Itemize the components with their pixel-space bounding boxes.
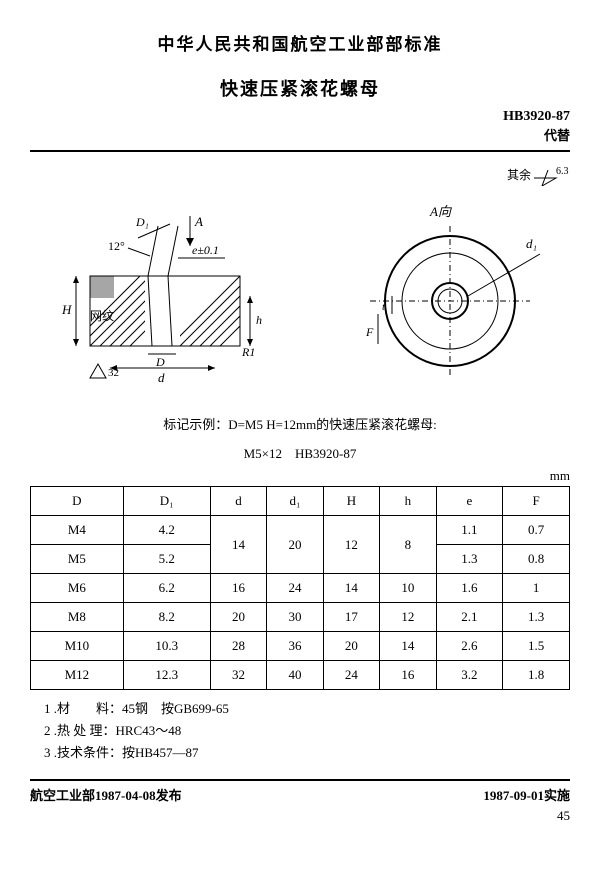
label-F: F [365,325,374,339]
table-cell: 1.5 [503,632,570,661]
note-heat-treatment: 2 .热 处 理：HRC43～48 [44,720,570,742]
table-cell: 28 [210,632,266,661]
table-cell: 1.3 [436,545,503,574]
note-tech-req: 3 .技术条件：按HB457—87 [44,742,570,764]
label-A: A [194,214,203,229]
table-cell: 3.2 [436,661,503,690]
label-d1: d₁ [526,236,537,251]
table-cell: M10 [31,632,124,661]
table-cell: 2.6 [436,632,503,661]
table-cell: M4 [31,516,124,545]
table-cell: 2.1 [436,603,503,632]
marking-example-line2: M5×12 HB3920-87 [30,443,570,462]
note-material: 1 .材 料：45钢 按GB699-65 [44,698,570,720]
table-cell: 0.7 [503,516,570,545]
table-row: M88.2203017122.11.3 [31,603,570,632]
col-header: h [380,487,436,516]
table-cell: 14 [380,632,436,661]
table-cell: M5 [31,545,124,574]
table-cell: 30 [267,603,323,632]
table-cell: 10 [380,574,436,603]
table-row: M44.214201281.10.7 [31,516,570,545]
publish-date: 航空工业部1987-04-08发布 [30,785,182,804]
table-cell: 32 [210,661,266,690]
table-cell: 36 [267,632,323,661]
table-cell: 24 [267,574,323,603]
table-row: M1010.3283620142.61.5 [31,632,570,661]
table-cell: 8.2 [123,603,210,632]
table-cell: 20 [210,603,266,632]
label-d-lower: d [158,370,165,385]
table-cell: 6.2 [123,574,210,603]
table-cell: M8 [31,603,124,632]
page-number: 45 [30,808,570,824]
front-view-diagram: A向 d₁ F t [340,196,550,396]
label-R1: R1 [241,345,255,359]
table-cell: 24 [323,661,379,690]
standard-number: HB3920-87 [30,109,570,125]
table-cell: 10.3 [123,632,210,661]
divider-top [30,150,570,152]
table-cell: 20 [267,516,323,574]
unit-label: mm [30,468,570,484]
table-cell: 5.2 [123,545,210,574]
org-header: 中华人民共和国航空工业部部标准 [30,30,570,55]
cross-section-diagram: D₁ A 12° e±0.1 H 网纹 h R1 32 d D [50,196,280,396]
table-row: M1212.3324024163.21.8 [31,661,570,690]
table-cell: 1.3 [503,603,570,632]
table-cell: 14 [323,574,379,603]
table-cell: 1.1 [436,516,503,545]
roughness-value: 6.3 [556,166,569,177]
diagram-row: D₁ A 12° e±0.1 H 网纹 h R1 32 d D A向 [30,196,570,396]
label-e: e±0.1 [192,243,219,257]
table-cell: 8 [380,516,436,574]
table-cell: 40 [267,661,323,690]
table-cell: 20 [323,632,379,661]
table-cell: 14 [210,516,266,574]
label-angle: 12° [108,239,125,253]
notes-block: 1 .材 料：45钢 按GB699-65 2 .热 处 理：HRC43～48 3… [30,698,570,764]
label-D1: D₁ [135,215,149,229]
col-header: d [210,487,266,516]
table-cell: 4.2 [123,516,210,545]
col-header: D₁ [123,487,210,516]
table-cell: 12 [323,516,379,574]
table-cell: 17 [323,603,379,632]
table-cell: 16 [210,574,266,603]
label-knurl: 网纹 [90,309,114,323]
label-h: h [256,313,262,327]
table-cell: 16 [380,661,436,690]
table-cell: 12.3 [123,661,210,690]
label-D-upper: D [155,355,165,369]
col-header: F [503,487,570,516]
col-header: d₁ [267,487,323,516]
table-cell: 0.8 [503,545,570,574]
label-H: H [61,302,72,317]
table-cell: M6 [31,574,124,603]
marking-example-line1: 标记示例：D=M5 H=12mm的快速压紧滚花螺母: [30,414,570,433]
surface-finish-mark: 其余 6.3 [30,166,570,186]
col-header: H [323,487,379,516]
table-cell: 1.6 [436,574,503,603]
table-cell: 12 [380,603,436,632]
doc-title: 快速压紧滚花螺母 [30,75,570,101]
effective-date: 1987-09-01实施 [483,785,570,804]
divider-bottom [30,779,570,781]
col-header: e [436,487,503,516]
table-cell: M12 [31,661,124,690]
dimension-table: DD₁dd₁HheF M44.214201281.10.7M55.21.30.8… [30,486,570,690]
standard-sub: 代替 [30,125,570,144]
label-A-view: A向 [429,204,452,219]
col-header: D [31,487,124,516]
table-cell: 1 [503,574,570,603]
table-row: M66.2162414101.61 [31,574,570,603]
table-cell: 1.8 [503,661,570,690]
